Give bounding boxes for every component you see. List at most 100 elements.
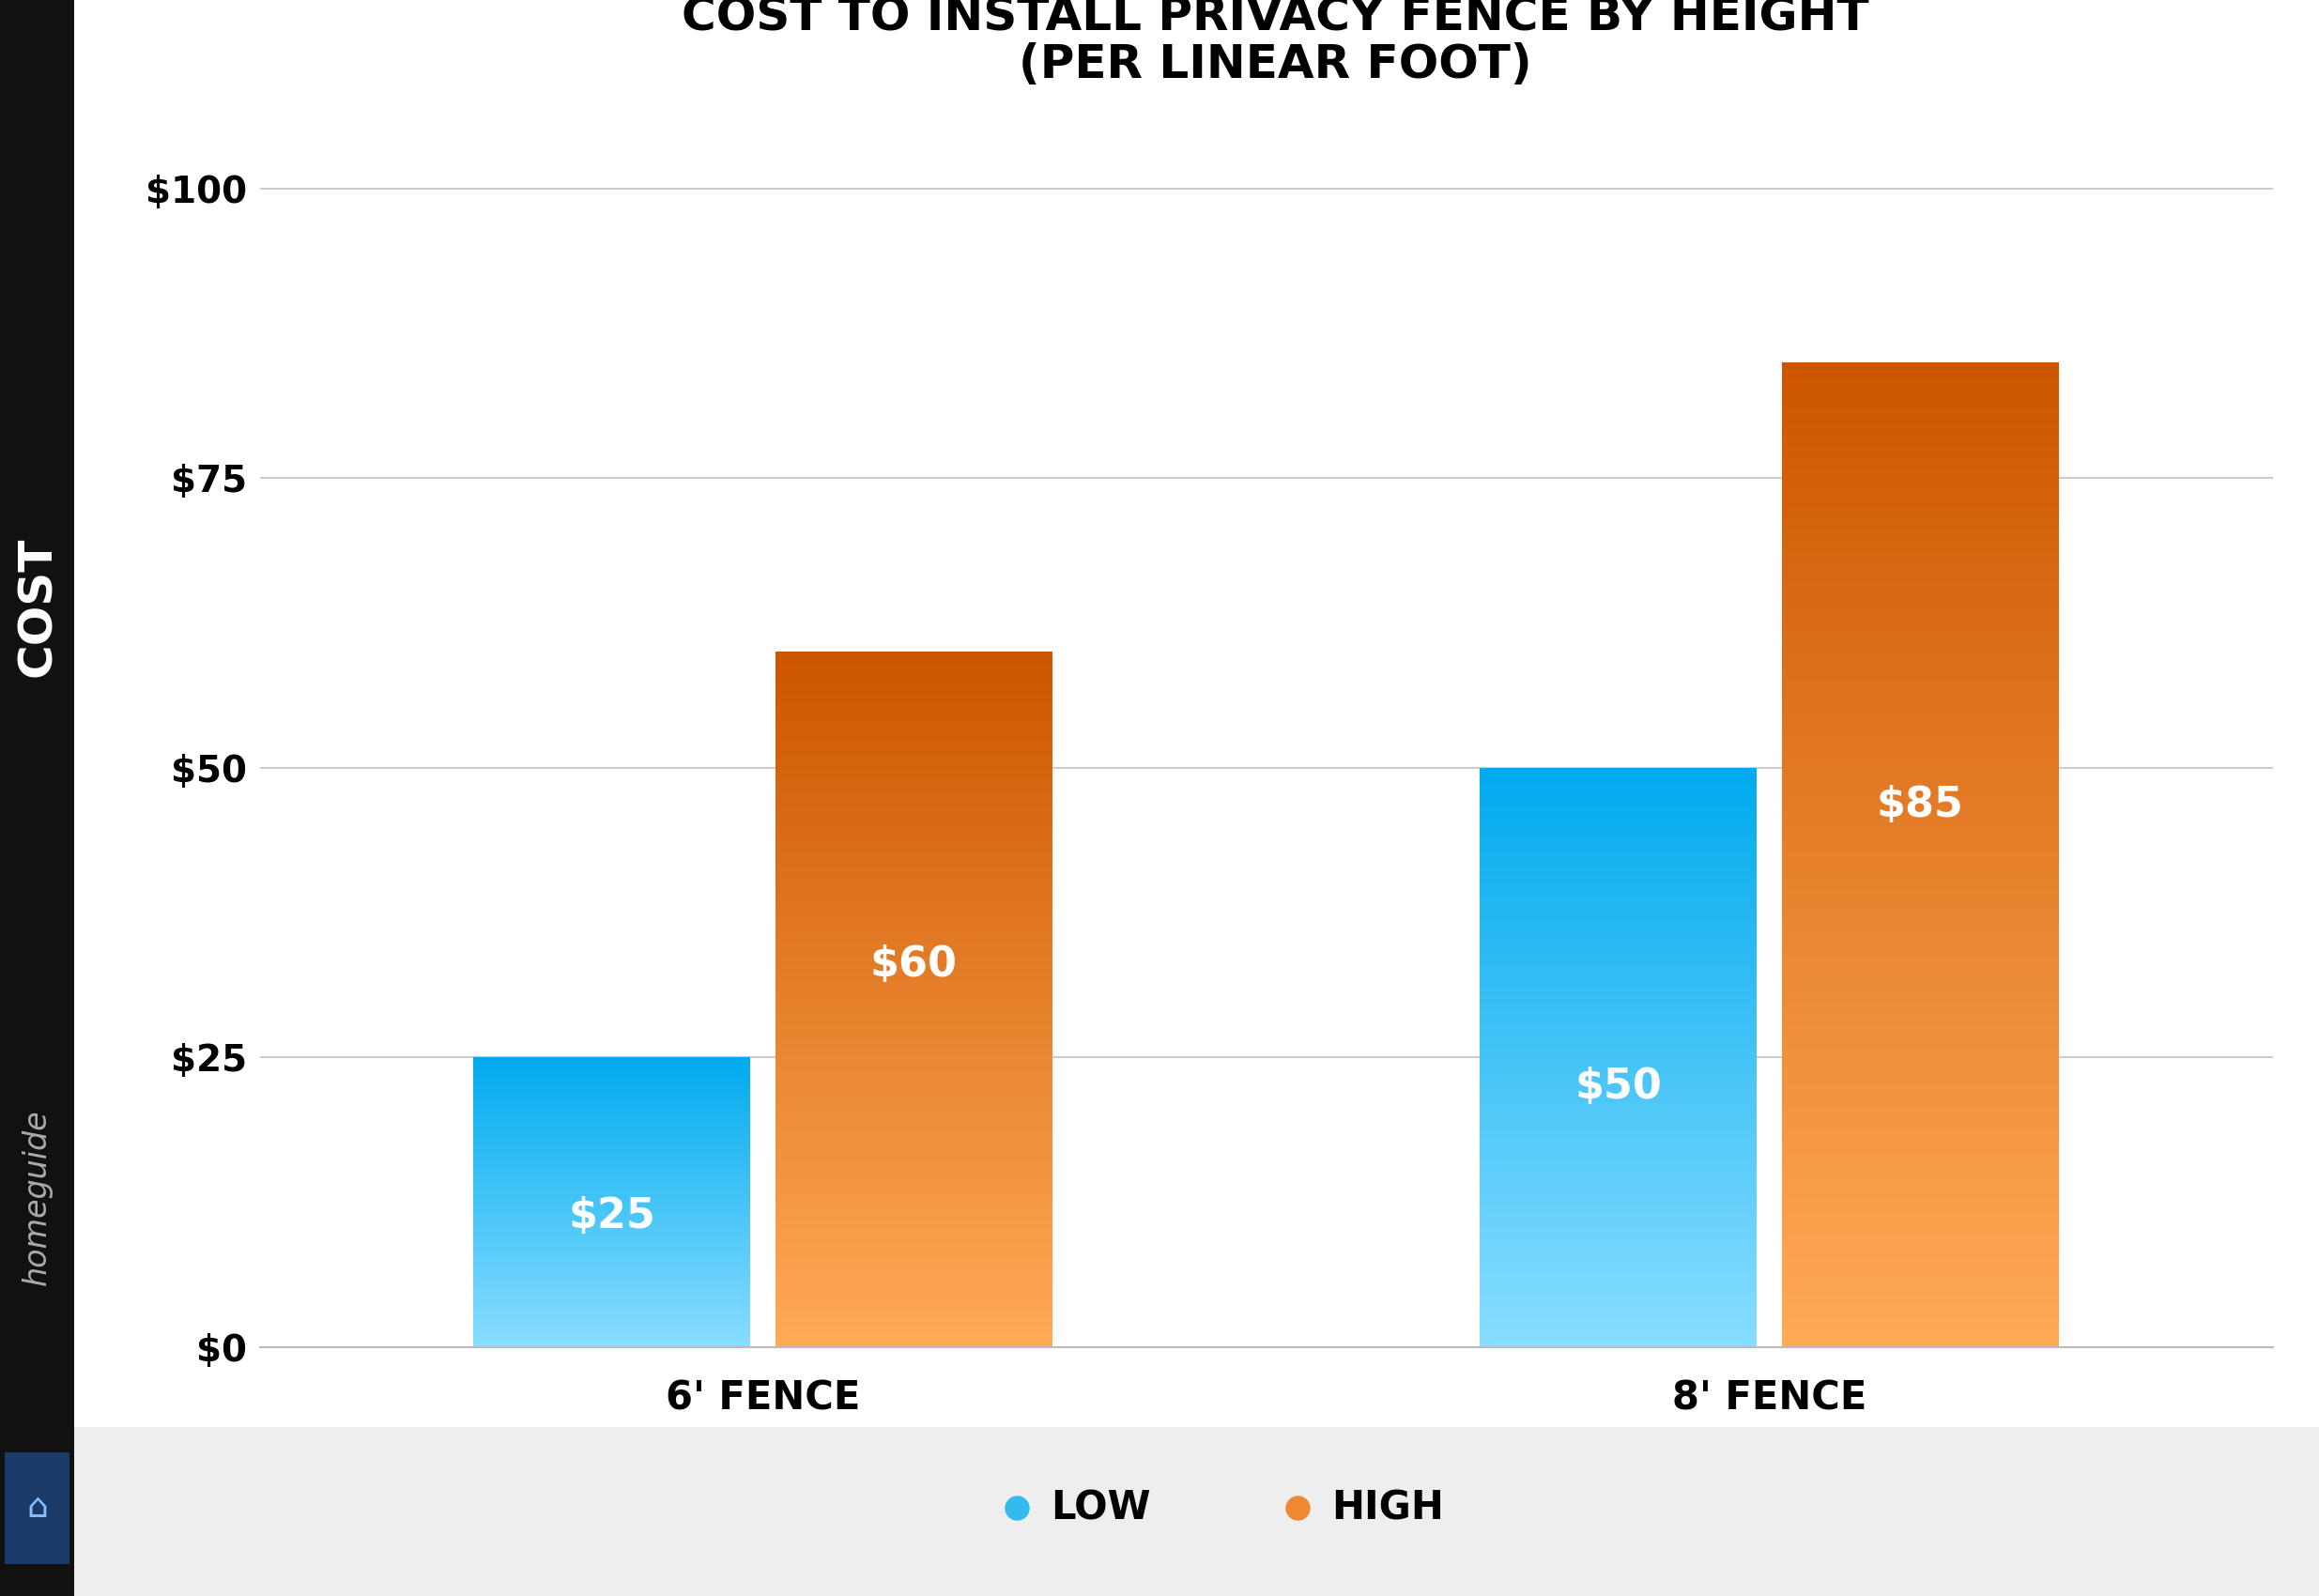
Bar	[775, 1213, 1053, 1215]
Bar	[1480, 924, 1758, 926]
Bar	[775, 1065, 1053, 1066]
Bar	[775, 1168, 1053, 1171]
Bar	[1480, 803, 1758, 804]
Bar	[1781, 1248, 2059, 1251]
Bar	[775, 654, 1053, 656]
Bar	[1781, 523, 2059, 527]
Bar	[1781, 862, 2059, 865]
Bar	[775, 956, 1053, 958]
Bar	[1480, 903, 1758, 905]
Bar	[1480, 1055, 1758, 1058]
Bar	[775, 1176, 1053, 1178]
Bar	[1480, 999, 1758, 1001]
Bar	[1480, 843, 1758, 844]
Text: COST TO INSTALL PRIVACY FENCE BY HEIGHT: COST TO INSTALL PRIVACY FENCE BY HEIGHT	[682, 0, 1869, 40]
Bar	[1781, 381, 2059, 385]
Bar	[1781, 1120, 2059, 1124]
Bar	[775, 736, 1053, 737]
Bar	[1480, 1041, 1758, 1042]
Bar	[1781, 816, 2059, 819]
Bar	[1480, 852, 1758, 854]
Bar	[775, 800, 1053, 803]
Bar	[775, 1210, 1053, 1213]
Bar	[1781, 1192, 2059, 1195]
Bar	[775, 1286, 1053, 1290]
Bar	[1781, 602, 2059, 605]
Bar	[1781, 362, 2059, 365]
Bar	[1480, 828, 1758, 830]
Bar	[775, 787, 1053, 788]
Bar	[1781, 471, 2059, 474]
Bar	[775, 943, 1053, 946]
Bar	[1480, 1044, 1758, 1045]
Bar	[775, 1248, 1053, 1250]
Bar	[775, 675, 1053, 677]
Bar	[1480, 812, 1758, 814]
Bar	[775, 910, 1053, 911]
Bar	[1781, 674, 2059, 677]
Bar	[1781, 1301, 2059, 1304]
Bar	[1480, 1283, 1758, 1285]
Bar	[1480, 1138, 1758, 1141]
Bar	[775, 982, 1053, 983]
Bar	[1480, 1339, 1758, 1341]
Bar	[1781, 1130, 2059, 1133]
Bar	[1480, 808, 1758, 811]
Bar	[775, 1243, 1053, 1245]
Bar	[1480, 972, 1758, 974]
Bar	[775, 1192, 1053, 1194]
Bar	[1480, 1156, 1758, 1157]
Bar	[1781, 956, 2059, 959]
Bar	[1480, 1080, 1758, 1082]
Bar	[1781, 1235, 2059, 1238]
Bar	[775, 1277, 1053, 1280]
Bar	[1480, 1210, 1758, 1211]
Bar	[1781, 907, 2059, 910]
Bar	[775, 752, 1053, 753]
Bar	[775, 1274, 1053, 1275]
Bar	[1781, 1337, 2059, 1341]
Bar	[1781, 940, 2059, 943]
Text: $50: $50	[1575, 1066, 1663, 1106]
Bar	[1480, 1243, 1758, 1245]
Bar	[775, 1294, 1053, 1296]
Bar	[1480, 1001, 1758, 1004]
Bar	[775, 1092, 1053, 1095]
Bar	[775, 1159, 1053, 1162]
Bar	[1781, 713, 2059, 717]
Bar	[775, 1010, 1053, 1013]
Bar	[1781, 1195, 2059, 1199]
Bar	[1781, 983, 2059, 986]
Bar	[1781, 1136, 2059, 1140]
Bar	[775, 990, 1053, 993]
Bar	[775, 1100, 1053, 1101]
Bar	[1480, 876, 1758, 878]
Bar	[1480, 988, 1758, 990]
Bar	[1781, 1133, 2059, 1136]
Text: homeguide: homeguide	[21, 1109, 53, 1285]
Bar	[1781, 651, 2059, 654]
Bar	[1480, 1015, 1758, 1017]
Bar	[775, 884, 1053, 886]
Bar	[1480, 1173, 1758, 1175]
Bar	[775, 1189, 1053, 1192]
Bar	[1781, 586, 2059, 589]
Bar	[1480, 1025, 1758, 1026]
Bar	[775, 1178, 1053, 1179]
Bar	[1480, 894, 1758, 895]
Bar	[1480, 1004, 1758, 1005]
Bar	[1781, 1275, 2059, 1278]
Bar	[1480, 1096, 1758, 1098]
Bar	[1781, 894, 2059, 897]
Bar	[1781, 881, 2059, 884]
Bar	[1480, 796, 1758, 798]
Bar	[1480, 1290, 1758, 1291]
Bar	[1480, 1148, 1758, 1151]
Bar	[775, 1162, 1053, 1163]
Bar	[1480, 1167, 1758, 1170]
Text: COST: COST	[14, 536, 60, 677]
Bar	[1781, 555, 2059, 559]
Bar	[775, 1151, 1053, 1152]
Bar	[1781, 527, 2059, 530]
Bar	[775, 1033, 1053, 1034]
